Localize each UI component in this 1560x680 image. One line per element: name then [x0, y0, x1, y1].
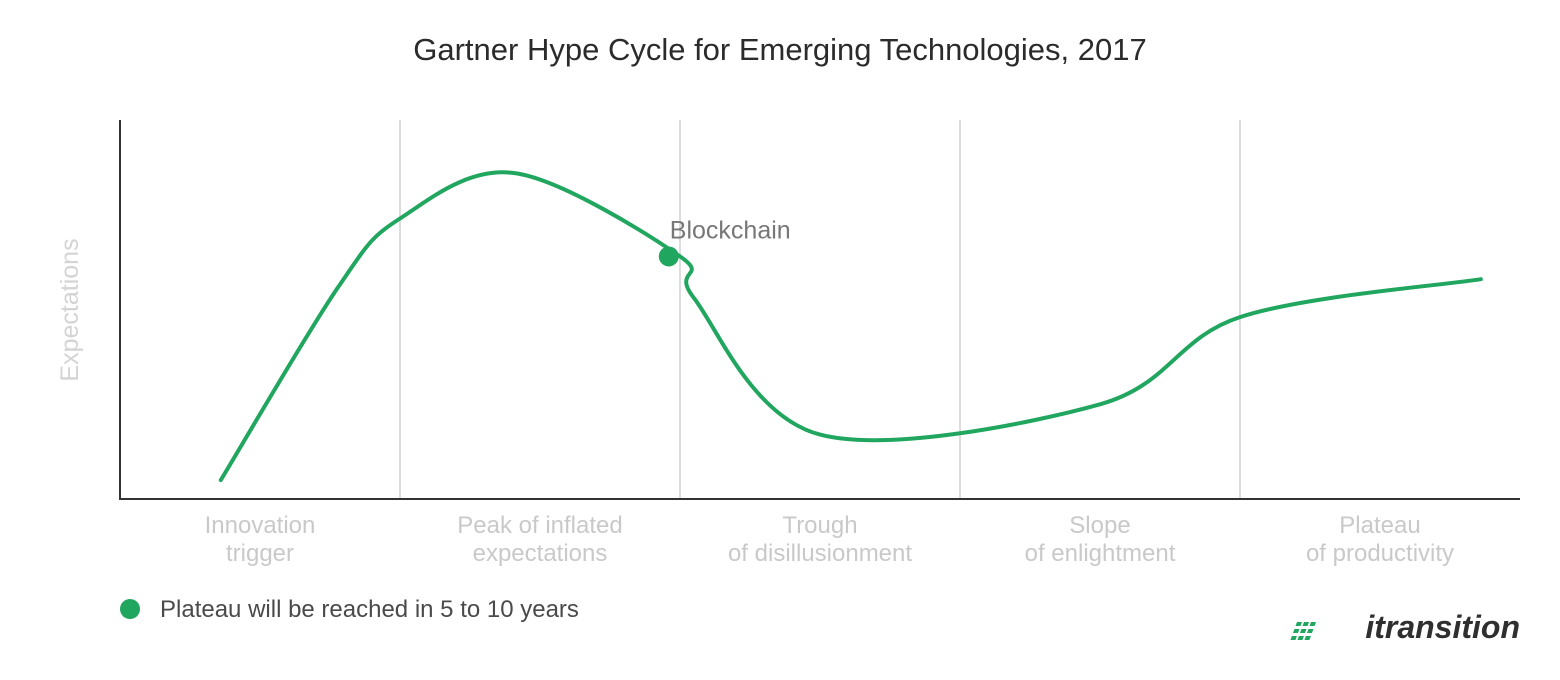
phase-label-line1: Trough — [782, 512, 857, 539]
phase-label-line2: of productivity — [1306, 540, 1454, 567]
phase-label-line2: of disillusionment — [728, 540, 912, 567]
phase-label-line1: Plateau — [1339, 512, 1420, 539]
phase-label-line1: Peak of inflated — [457, 512, 622, 539]
legend-label: Plateau will be reached in 5 to 10 years — [160, 596, 579, 623]
phase-label-line2: trigger — [226, 540, 294, 567]
phase-label: Plateau of productivity — [1306, 512, 1454, 567]
phase-label-line1: Innovation — [205, 512, 316, 539]
blockchain-point — [658, 246, 679, 267]
phase-label: Peak of inflated expectations — [457, 512, 622, 567]
hype-curve — [218, 170, 1483, 483]
phase-label: Trough of disillusionment — [728, 512, 912, 567]
chart-title: Gartner Hype Cycle for Emerging Technolo… — [413, 32, 1146, 67]
phase-label-line1: Slope — [1069, 512, 1130, 539]
blockchain-label: Blockchain — [670, 216, 791, 244]
legend: Plateau will be reached in 5 to 10 years — [120, 596, 579, 623]
phase-labels: Innovation trigger Peak of inflated expecta… — [205, 512, 1454, 567]
phase-label-line2: of enlightment — [1025, 540, 1176, 567]
phase-label-line2: expectations — [473, 540, 608, 567]
y-axis-label: Expectations — [56, 238, 84, 381]
phase-label: Innovation trigger — [205, 512, 316, 567]
legend-marker — [120, 599, 140, 619]
phase-gridlines — [399, 120, 1241, 499]
logo-mark — [1290, 622, 1316, 640]
phase-label: Slope of enlightment — [1025, 512, 1176, 567]
itransition-logo: itransition — [1290, 609, 1520, 645]
technology-points: Blockchain — [658, 216, 791, 267]
logo-wordmark: itransition — [1365, 609, 1520, 645]
